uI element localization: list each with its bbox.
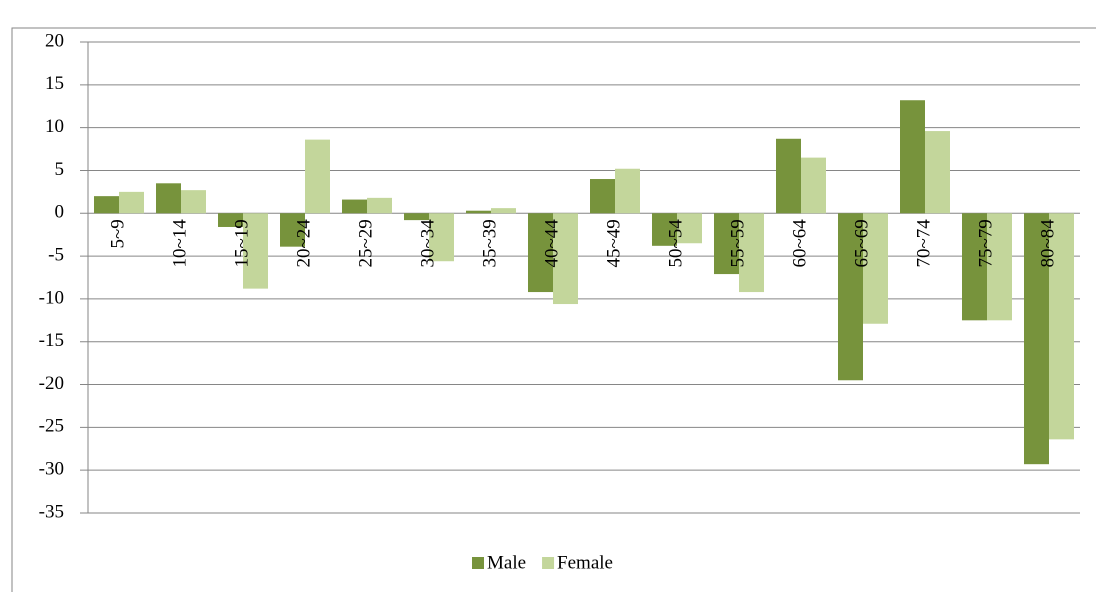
- x-tick-label: 45~49: [603, 219, 624, 267]
- y-tick-label: -5: [48, 244, 64, 265]
- y-tick-label: -35: [39, 501, 64, 522]
- x-tick-label: 10~14: [169, 219, 190, 268]
- bar: [652, 213, 677, 246]
- chart-border: [11, 27, 1096, 592]
- bar: [987, 213, 1012, 321]
- bar: [404, 213, 429, 221]
- bar: [553, 213, 578, 305]
- y-tick-label: 15: [45, 73, 64, 94]
- bar: [94, 196, 119, 214]
- bar: [739, 213, 764, 293]
- bar: [429, 213, 454, 262]
- y-tick-label: -20: [39, 373, 64, 394]
- bar: [677, 213, 702, 244]
- x-tick-label: 75~79: [975, 219, 996, 267]
- x-tick-label: 60~64: [789, 219, 810, 268]
- bar: [491, 208, 516, 214]
- y-tick-label: 0: [55, 202, 65, 223]
- legend-label: Male: [487, 552, 526, 573]
- bar: [714, 213, 739, 275]
- x-tick-label: 80~84: [1037, 219, 1058, 268]
- legend-label: Female: [557, 552, 613, 573]
- bar: [801, 157, 826, 214]
- x-tick-label: 20~24: [293, 219, 314, 268]
- bar: [615, 168, 640, 214]
- y-tick-label: -15: [39, 330, 64, 351]
- x-tick-label: 65~69: [851, 219, 872, 267]
- bar: [962, 213, 987, 321]
- x-tick-label: 40~44: [541, 219, 562, 268]
- bar: [305, 139, 330, 214]
- legend-swatch: [542, 557, 555, 569]
- bar: [119, 191, 144, 214]
- bar: [925, 131, 950, 214]
- bar: [776, 138, 801, 214]
- y-tick-label: 20: [45, 30, 64, 51]
- bar: [1024, 213, 1049, 465]
- bar: [367, 197, 392, 214]
- x-tick-label: 35~39: [479, 219, 500, 267]
- y-tick-label: -25: [39, 416, 64, 437]
- bar: [181, 190, 206, 214]
- bar: [590, 179, 615, 214]
- bar: [156, 183, 181, 214]
- x-tick-label: 50~54: [665, 219, 686, 268]
- bar: [466, 210, 491, 214]
- y-tick-label: 10: [45, 116, 64, 137]
- y-tick-label: -30: [39, 459, 64, 480]
- legend-swatch: [472, 557, 484, 569]
- bar: [528, 213, 553, 293]
- x-tick-label: 30~34: [417, 219, 438, 268]
- bar: [900, 100, 925, 214]
- x-tick-label: 25~29: [355, 219, 376, 267]
- bar: [218, 213, 243, 227]
- bar: [280, 213, 305, 247]
- bar: [243, 213, 268, 289]
- bar: [838, 213, 863, 381]
- bar: [1049, 213, 1074, 440]
- x-tick-label: 5~9: [107, 219, 128, 248]
- x-tick-label: 70~74: [913, 219, 934, 268]
- y-tick-label: 5: [55, 159, 65, 180]
- x-tick-label: 55~59: [727, 219, 748, 267]
- y-tick-label: -10: [39, 287, 64, 308]
- bar: [342, 199, 367, 214]
- bar: [863, 213, 888, 324]
- x-tick-label: 15~19: [231, 219, 252, 267]
